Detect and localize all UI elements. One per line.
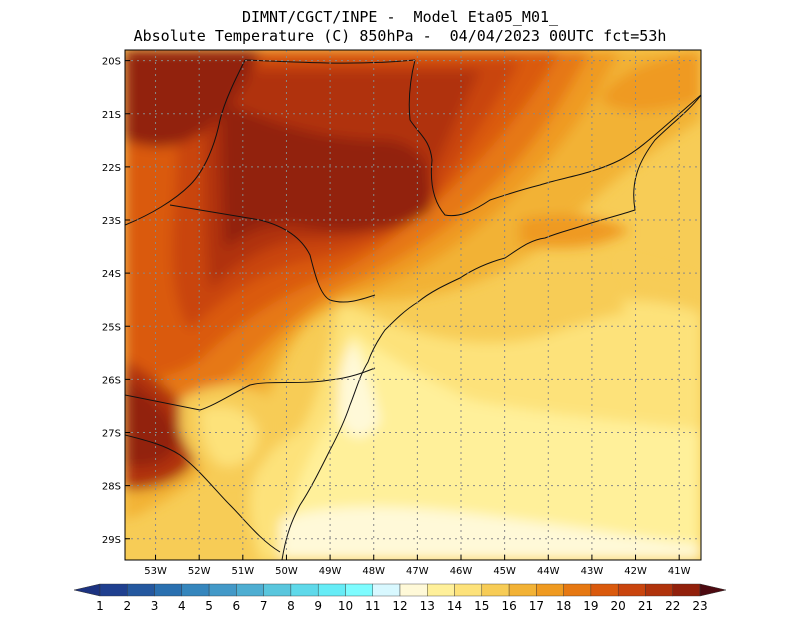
lon-tick-label: 44W (537, 566, 560, 577)
colorbar-label: 7 (260, 599, 268, 613)
colorbar-swatch (154, 583, 183, 597)
colorbar-label: 2 (123, 599, 131, 613)
state-border-4 (125, 367, 376, 411)
colorbar-label: 14 (447, 599, 462, 613)
lon-tick-label: 45W (493, 566, 516, 577)
colorbar-swatch (208, 583, 237, 597)
lon-tick-label: 48W (362, 566, 385, 577)
lon-tick-label: 42W (624, 566, 647, 577)
colorbar-label: 21 (638, 599, 653, 613)
colorbar-label: 22 (665, 599, 680, 613)
lon-tick-label: 41W (668, 566, 691, 577)
lat-tick-label: 20S (102, 57, 121, 68)
colorbar-swatch (481, 583, 510, 597)
lon-tick-label: 43W (581, 566, 604, 577)
colorbar-swatch (99, 583, 128, 597)
lat-tick-label: 26S (102, 375, 121, 386)
colorbar-label: 17 (529, 599, 544, 613)
colorbar-arrow-right (699, 583, 727, 597)
boundaries (125, 59, 701, 560)
lat-tick-label: 25S (102, 322, 121, 333)
colorbar-label: 8 (287, 599, 295, 613)
colorbar-label: 10 (338, 599, 353, 613)
lat-tick-label: 29S (102, 535, 121, 546)
coastline (281, 94, 701, 560)
colorbar-swatch (508, 583, 537, 597)
map-title-line2: Absolute Temperature (C) 850hPa - 04/04/… (133, 27, 667, 45)
colorbar-swatch (317, 583, 346, 597)
map-title-line1: DIMNT/CGCT/INPE - Model Eta05_M01_ (241, 8, 559, 26)
colorbar-swatch (590, 583, 619, 597)
colorbar-label: 6 (233, 599, 241, 613)
colorbar-label: 19 (583, 599, 598, 613)
colorbar-swatch (399, 583, 428, 597)
map-frame (124, 49, 702, 561)
colorbar-swatch (290, 583, 319, 597)
lon-tick-label: 52W (188, 566, 211, 577)
colorbar-label: 5 (205, 599, 213, 613)
colorbar-label: 16 (501, 599, 516, 613)
lat-tick-label: 27S (102, 429, 121, 440)
lat-tick-label: 24S (102, 269, 121, 280)
lon-tick-label: 46W (450, 566, 473, 577)
lon-tick-label: 53W (144, 566, 167, 577)
colorbar-swatch (345, 583, 373, 597)
state-border-2 (125, 59, 246, 226)
colorbar-swatch (454, 583, 483, 597)
gridlines (125, 50, 701, 560)
lat-tick-label: 21S (102, 110, 121, 121)
colorbar-label: 12 (392, 599, 407, 613)
colorbar-label: 4 (178, 599, 186, 613)
colorbar-swatch (236, 583, 264, 597)
lon-tick-label: 47W (406, 566, 429, 577)
colorbar-label: 11 (365, 599, 380, 613)
axis-ticks: 53W 52W 51W 50W 49W 48W 47W 46W 45W 44W 43W 42W 41W 2… (102, 57, 691, 577)
colorbar-swatch (617, 583, 646, 597)
colorbar-label: 23 (692, 599, 707, 613)
lon-tick-label: 49W (319, 566, 342, 577)
lon-tick-label: 50W (275, 566, 298, 577)
colorbar: 1 2 3 4 5 6 7 8 9 10 11 12 13 14 15 16 17 18 19 20 21 22 23 (73, 583, 727, 613)
lat-tick-label: 22S (102, 163, 121, 174)
colorbar-label: 3 (151, 599, 159, 613)
colorbar-swatch (263, 583, 292, 597)
colorbar-swatch (563, 583, 592, 597)
colorbar-arrow-left (73, 583, 101, 597)
colorbar-swatch (645, 583, 673, 597)
colorbar-label: 18 (556, 599, 571, 613)
colorbar-label: 1 (96, 599, 104, 613)
colorbar-label: 15 (474, 599, 489, 613)
colorbar-swatch (372, 583, 401, 597)
state-border-5 (125, 434, 281, 553)
lat-tick-label: 23S (102, 216, 121, 227)
colorbar-label: 9 (314, 599, 322, 613)
colorbar-label: 13 (420, 599, 435, 613)
colorbar-swatch (127, 583, 155, 597)
temperature-field (125, 50, 701, 560)
colorbar-swatch (181, 583, 210, 597)
colorbar-swatch (672, 583, 701, 597)
colorbar-swatch (536, 583, 564, 597)
lat-tick-label: 28S (102, 482, 121, 493)
state-border-1 (408, 59, 701, 217)
colorbar-swatch (427, 583, 455, 597)
colorbar-label: 20 (611, 599, 626, 613)
lon-tick-label: 51W (232, 566, 255, 577)
state-border-3 (169, 204, 376, 303)
